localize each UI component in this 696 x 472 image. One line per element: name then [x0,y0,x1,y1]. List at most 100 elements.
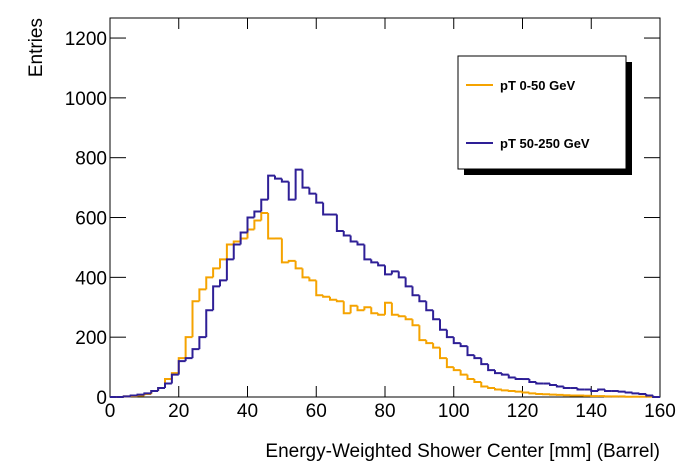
hist-bin [480,358,489,366]
hist-bin [122,395,131,398]
hist-bin [514,377,523,381]
hist-bin [308,277,317,282]
hist-bin [232,243,241,260]
hist-bin [432,310,440,321]
hist-bin [308,187,317,195]
hist-bin [246,228,255,239]
hist-bin [500,373,509,376]
hist-bin [239,231,248,245]
hist-bin [363,306,372,311]
hist-bin [335,214,344,232]
hist-bin [445,329,454,339]
x-tick-label: 140 [575,401,607,422]
hist-bin [329,296,337,301]
hist-bin [315,193,324,204]
hist-bin [280,238,289,264]
hist-bin [445,358,454,369]
hist-bin [136,393,145,396]
hist-bin [191,348,200,359]
hist-bin [253,219,262,230]
hist-bin [363,244,372,261]
hist-bin [480,382,489,388]
hist-bin [287,259,296,263]
hist-bin [280,178,289,183]
hist-bin [638,393,647,396]
hist-bin [322,295,330,298]
hist-bin [507,374,516,379]
hist-bin [487,386,495,390]
hist-bin [198,288,207,302]
hist-bin [212,285,220,311]
hist-bin [150,390,159,394]
hist-bin [294,260,303,270]
hist-bin [631,392,640,395]
hist-bin [260,212,269,221]
hist-bin [377,262,385,267]
hist-bin [466,374,475,381]
hist-bin [342,230,351,237]
y-tick-label: 1200 [65,29,107,50]
hist-bin [425,301,434,312]
hist-bin [514,390,523,393]
hist-bin [411,286,420,297]
hist-bin [342,301,351,315]
legend-label: pT 0-50 GeV [500,78,575,93]
hist-bin [219,279,227,287]
hist-bin [418,295,427,303]
hist-bin [411,319,420,327]
hist-bin [322,202,330,216]
y-tick-label: 0 [96,388,107,409]
hist-bin [404,316,413,321]
hist-bin [397,271,406,279]
hist-bin [397,314,406,318]
hist-bin [528,392,537,395]
x-axis-title: Energy-Weighted Shower Center [mm] (Barr… [265,441,660,462]
hist-bin [260,198,269,212]
legend-label: pT 50-250 GeV [500,136,590,151]
hist-bin [177,360,186,375]
hist-bin [267,213,275,240]
hist-bin [239,237,248,242]
hist-bin [301,268,310,279]
x-tick-label: 120 [507,401,539,422]
hist-bin [473,379,482,384]
hist-bin [555,385,564,388]
hist-bin [452,367,461,372]
hist-bin [487,364,495,372]
hist-bin [494,370,502,375]
hist-bin [624,391,633,394]
x-tick-label: 20 [168,401,189,422]
hist-bin [205,276,214,290]
hist-bin [404,277,413,288]
hist-bin [129,394,138,397]
hist-bin [500,389,509,392]
hist-bin [356,305,365,312]
y-tick-label: 600 [75,209,107,230]
hist-bin [590,389,599,393]
hist-bin [459,343,468,348]
hist-bin [184,357,193,362]
hist-bin [645,394,654,397]
hist-bin [597,388,605,392]
hist-bin [466,346,475,357]
hist-bin [459,370,468,376]
y-tick-label: 400 [75,268,107,289]
hist-bin [390,270,399,275]
hist-bin [349,235,358,243]
hist-bin [528,379,537,384]
hist-bin [473,355,482,360]
y-axis-title: Entries [26,18,47,77]
hist-bin [246,216,255,233]
hist-bin [287,181,296,201]
hist-bin [432,343,440,349]
legend-box [457,55,627,170]
hist-bin [315,280,324,297]
y-tick-label: 800 [75,149,107,170]
hist-bin [507,390,516,393]
hist-bin [370,259,379,264]
hist-bin [390,302,399,316]
hist-bin [384,301,392,315]
hist-bin [439,319,447,331]
hist-bin [549,383,557,387]
